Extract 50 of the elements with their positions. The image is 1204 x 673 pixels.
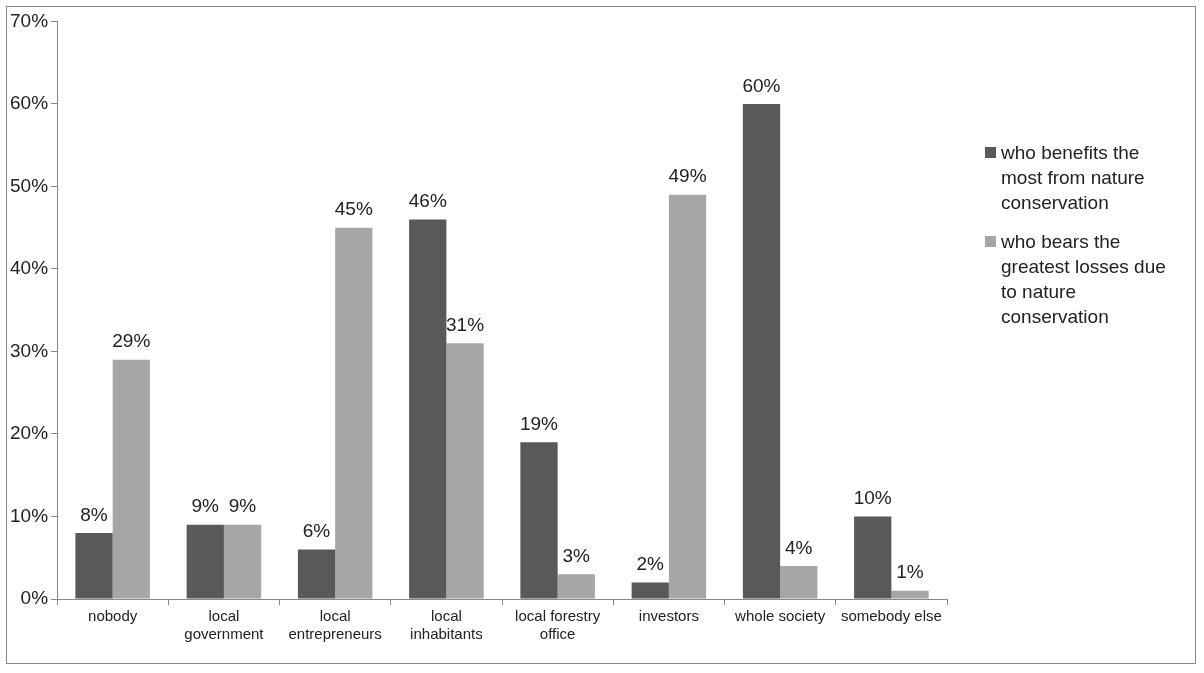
data-label: 10%: [853, 487, 892, 509]
y-tick-label: 70%: [10, 9, 49, 31]
data-label: 46%: [408, 190, 447, 212]
y-tick-label: 10%: [10, 504, 49, 526]
bar: [891, 590, 929, 599]
data-label: 29%: [112, 330, 151, 352]
data-label: 45%: [334, 198, 373, 220]
y-tick-label: 50%: [10, 174, 49, 196]
y-tick-label: 20%: [10, 422, 49, 444]
y-tick-label: 40%: [10, 257, 49, 279]
data-label: 2%: [636, 553, 665, 575]
bar: [75, 532, 113, 599]
data-label: 49%: [668, 165, 707, 187]
y-tick-label: 30%: [10, 339, 49, 361]
data-label: 31%: [446, 313, 485, 335]
legend-label: who bears the greatest losses due to nature conservation: [1001, 230, 1167, 329]
bar: [186, 524, 224, 599]
data-label: 4%: [785, 536, 813, 558]
data-label: 6%: [302, 520, 331, 542]
data-label: 9%: [191, 495, 220, 517]
data-label: 1%: [896, 561, 924, 583]
data-label: 60%: [742, 74, 781, 96]
x-tick-label: somebody else: [840, 607, 942, 625]
data-label: 8%: [80, 503, 108, 525]
data-label: 3%: [562, 544, 591, 566]
bar: [112, 359, 150, 599]
data-label: 9%: [228, 495, 257, 517]
y-tick-label: 0%: [20, 587, 49, 609]
bar: [223, 524, 262, 599]
bar: [742, 103, 781, 599]
x-tick-label: local entrepreneurs: [288, 607, 382, 643]
bar: [780, 565, 818, 599]
legend-label: who benefits the most from nature conservation: [1001, 141, 1146, 215]
y-tick-label: 60%: [10, 92, 49, 114]
x-tick-label: local inhabitants: [410, 607, 483, 643]
bar: [631, 582, 669, 599]
x-tick-label: investors: [638, 607, 699, 625]
bar: [854, 516, 892, 599]
bar: [446, 343, 484, 599]
data-label: 19%: [519, 412, 559, 434]
bar: [668, 194, 707, 599]
bar: [297, 549, 336, 599]
x-tick-label: local government: [184, 607, 265, 643]
bar: [335, 227, 373, 599]
x-tick-label: nobody: [88, 607, 138, 625]
bar: [409, 219, 447, 599]
x-tick-label: local forestry office: [515, 607, 601, 643]
bar: [520, 442, 558, 599]
bar: [557, 574, 595, 599]
x-tick-label: whole society: [734, 607, 826, 625]
